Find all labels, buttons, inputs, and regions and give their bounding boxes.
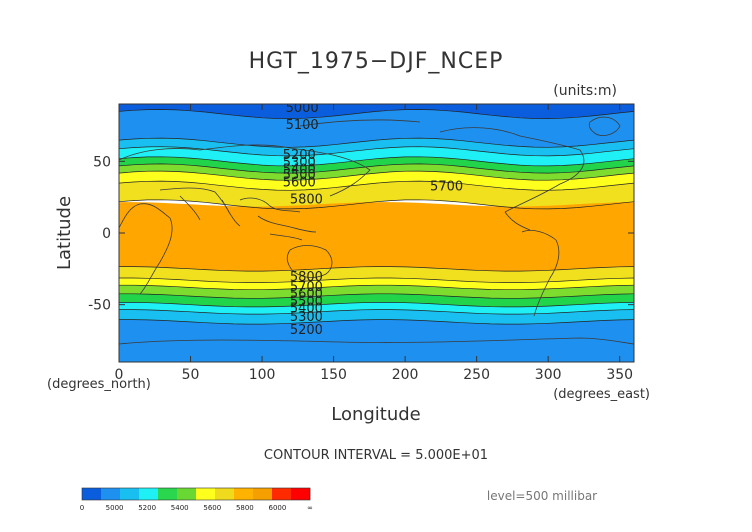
y-tick-label: 50 (93, 154, 111, 170)
contour-band (119, 138, 634, 156)
units-label: (units:m) (553, 83, 617, 99)
x-axis-title: Longitude (331, 404, 421, 425)
colorbar-swatch (139, 488, 159, 500)
x-tick-label: 350 (606, 367, 633, 383)
x-tick-label: 150 (320, 367, 347, 383)
contour-line (119, 163, 634, 174)
contour-label: 5500 (290, 294, 323, 309)
contour-band (119, 309, 634, 325)
contour-line (119, 319, 634, 325)
x-tick-label: 250 (463, 367, 490, 383)
colorbar-swatch (101, 488, 121, 500)
contour-label: 5600 (290, 287, 323, 302)
contour-line (119, 156, 634, 167)
y-axis-ticks: -50 0 50 (88, 154, 634, 314)
colorbar-swatch (272, 488, 292, 500)
contour-label: 5100 (286, 118, 319, 133)
contour-band (119, 163, 634, 181)
colorbar-swatch (158, 488, 178, 500)
contour-label: 5300 (283, 155, 316, 170)
x-unit-label: (degrees_east) (553, 387, 650, 402)
contour-label: 5700 (430, 180, 463, 195)
y-tick-label: -50 (88, 298, 111, 314)
contour-label: 5800 (290, 193, 323, 208)
x-tick-label: 300 (535, 367, 562, 383)
contour-band (119, 302, 634, 315)
y-tick-label: 0 (102, 226, 111, 242)
contour-label: 5300 (290, 310, 323, 325)
contour-label: 5700 (290, 280, 323, 295)
contour-label: 5500 (283, 168, 316, 183)
level-note: level=500 millibar (487, 489, 597, 503)
colorbar-tick-label: 5400 (171, 504, 189, 512)
colorbar-swatch (234, 488, 254, 500)
contour-line (119, 170, 634, 181)
contour-label: 5200 (283, 148, 316, 163)
contour-label: 5200 (290, 323, 323, 338)
colorbar-swatch (196, 488, 216, 500)
contour-band (119, 278, 634, 290)
contour-line (119, 266, 634, 272)
y-unit-label: (degrees_north) (47, 377, 151, 392)
colorbar-tick-label: 5200 (138, 504, 156, 512)
contour-band (119, 109, 634, 148)
chart-title: HGT_1975−DJF_NCEP (249, 49, 504, 74)
x-tick-label: 100 (249, 367, 276, 383)
colorbar-swatch (291, 488, 311, 500)
contour-band (119, 293, 634, 307)
colorbar-swatch (253, 488, 273, 500)
contour-band (119, 202, 634, 272)
colorbar-tick-label: 5000 (106, 504, 124, 512)
contour-interval-note: CONTOUR INTERVAL = 5.000E+01 (264, 448, 488, 463)
contour-band (119, 181, 634, 209)
contour-line (119, 309, 634, 315)
contour-band (119, 266, 634, 283)
contour-band (119, 285, 634, 299)
contour-label: 5600 (283, 175, 316, 190)
x-tick-label: 0 (115, 367, 124, 383)
x-tick-label: 200 (392, 367, 419, 383)
contour-line (119, 284, 634, 291)
colorbar-tick-label: 0 (80, 504, 84, 512)
contour-line (119, 199, 634, 210)
colorbar-swatch (120, 488, 140, 500)
contour-band (119, 146, 634, 166)
contour-label: 5400 (283, 163, 316, 178)
contour-band (119, 319, 634, 362)
contour-label: 5000 (286, 101, 319, 116)
contour-band (119, 171, 634, 191)
colorbar-frame (81, 487, 311, 501)
y-axis-title: Latitude (54, 196, 75, 270)
colorbar-tick-label: 6000 (269, 504, 287, 512)
filled-contour-bands (119, 104, 634, 362)
contour-label: 5800 (290, 270, 323, 285)
colorbar: 0 5000 5200 5400 5600 5800 6000 ∞ (80, 487, 313, 512)
contour-line (119, 109, 634, 119)
colorbar-tick-label: 5800 (236, 504, 254, 512)
x-tick-label: 50 (182, 367, 200, 383)
colorbar-tick-label: 5600 (203, 504, 221, 512)
contour-line (119, 302, 634, 308)
contour-label: 5400 (290, 302, 323, 317)
colorbar-swatch (215, 488, 235, 500)
colorbar-tick-label: ∞ (307, 504, 313, 512)
contour-band (119, 156, 634, 174)
coastlines (119, 116, 634, 345)
contour-line (119, 293, 634, 299)
x-axis-ticks: 0 50 100 150 200 250 300 350 (115, 104, 633, 383)
colorbar-swatch (82, 488, 102, 500)
colorbar-swatch (177, 488, 197, 500)
contour-line (119, 137, 634, 148)
